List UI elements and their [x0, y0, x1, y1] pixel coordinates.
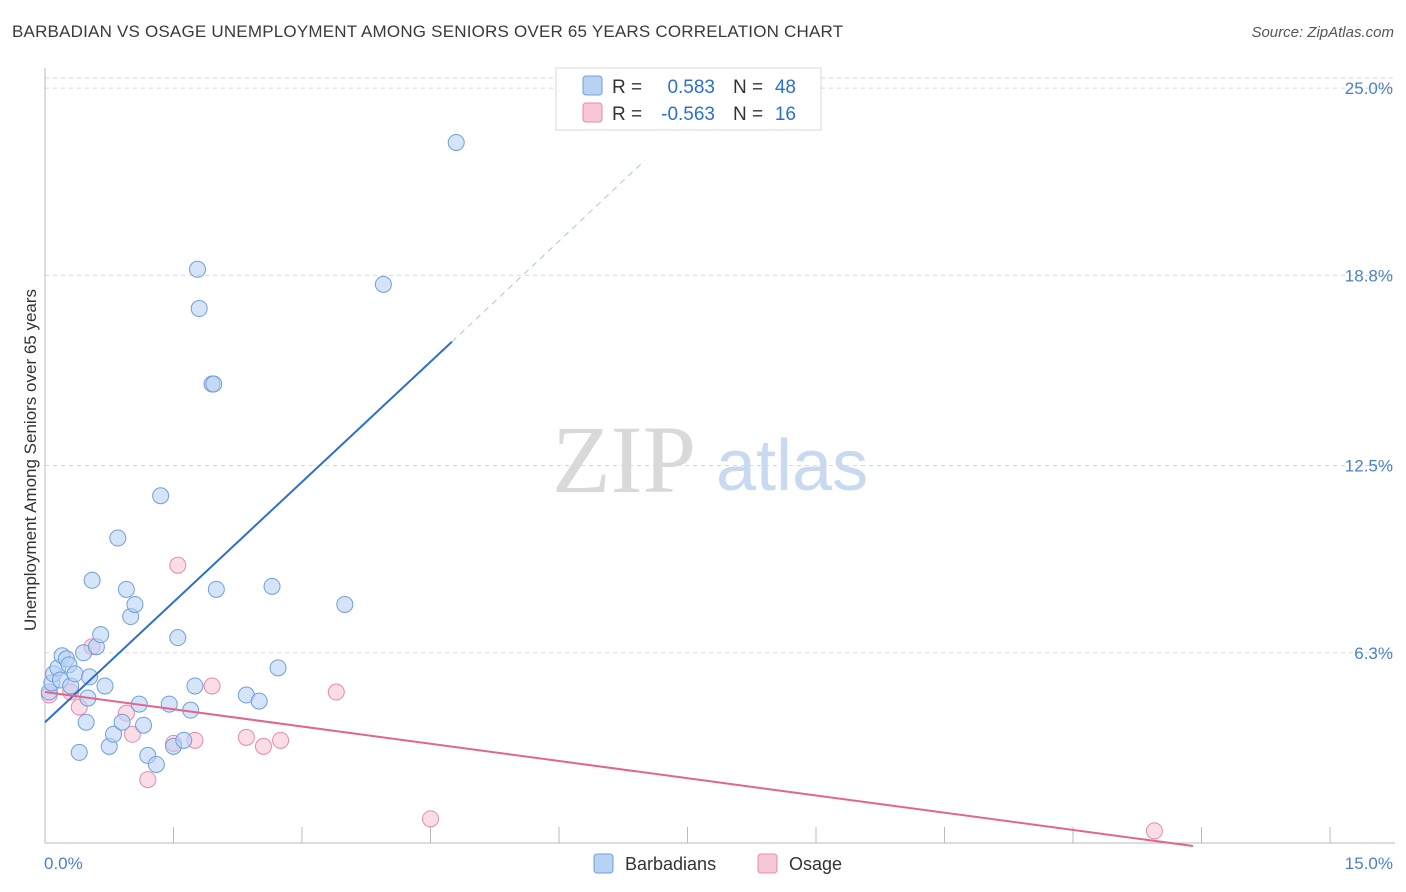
barbadians-point [117, 580, 135, 598]
source-label: Source: ZipAtlas.com [1251, 24, 1394, 41]
barbadians-point [175, 731, 193, 749]
osage-point [254, 737, 272, 755]
barbadians-point [374, 275, 392, 293]
bottom-legend-barbadians: Barbadians [625, 854, 716, 874]
barbadians-point [169, 629, 187, 647]
barbadians-point [269, 659, 287, 677]
y-tick-label: 18.8% [1345, 266, 1393, 285]
barbadians-point [336, 595, 354, 613]
barbadians-trend-line [44, 341, 453, 723]
barbadians-point [105, 725, 123, 743]
osage-trend-line [44, 691, 1194, 848]
legend-swatch-osage [582, 102, 603, 123]
barbadians-point [77, 713, 95, 731]
osage-point [422, 810, 439, 828]
osage-points [40, 556, 1163, 840]
legend-r-label-2: R = [612, 104, 642, 125]
barbadians-point [188, 260, 206, 278]
legend-n-label-1: N = [733, 77, 763, 98]
barbadians-point [92, 626, 110, 644]
barbadians-point [447, 133, 465, 151]
watermark-zip: ZIP [552, 406, 696, 513]
osage-point [139, 771, 157, 789]
legend-n-value-2: 16 [775, 104, 796, 125]
barbadians-point [109, 529, 127, 547]
legend-r-value-2: -0.563 [661, 104, 715, 125]
barbadians-point [190, 300, 208, 318]
x-tick-labels: 0.0% 15.0% [44, 854, 1393, 873]
barbadians-point [96, 677, 114, 695]
grid-lines [45, 77, 1395, 654]
barbadians-trend-extension [451, 160, 646, 343]
y-axis-label: Unemployment Among Seniors over 65 years [21, 289, 40, 631]
barbadians-point [81, 668, 99, 686]
legend-swatch-barbadians [582, 75, 603, 96]
x-tick-label-min: 0.0% [44, 854, 83, 873]
osage-point [272, 731, 290, 749]
barbadians-point [70, 743, 88, 761]
barbadians-point [135, 716, 153, 734]
y-tick-label: 12.5% [1345, 457, 1393, 476]
barbadians-point [250, 692, 268, 710]
barbadians-point [207, 580, 225, 598]
barbadians-point [152, 487, 170, 505]
barbadians-points [40, 133, 465, 773]
barbadians-point [66, 665, 84, 683]
barbadians-point [83, 571, 101, 589]
bottom-legend-swatch-barbadians [593, 853, 614, 874]
barbadians-point [113, 713, 131, 731]
legend: R = 0.583 N = 48 R = -0.563 N = 16 [555, 67, 822, 131]
bottom-legend-swatch-osage [757, 853, 778, 874]
osage-point [203, 677, 221, 695]
y-tick-label: 6.3% [1354, 644, 1393, 663]
osage-point [123, 725, 141, 743]
legend-n-value-1: 48 [775, 77, 796, 98]
barbadians-point [147, 755, 165, 773]
y-tick-labels: 6.3% 12.5% 18.8% 25.0% [1345, 79, 1393, 663]
barbadians-point [205, 375, 223, 393]
legend-r-label-1: R = [612, 77, 642, 98]
osage-point [237, 728, 255, 746]
y-tick-label: 25.0% [1345, 79, 1393, 98]
trend-lines [44, 160, 1194, 848]
osage-point [327, 683, 345, 701]
watermark: ZIP atlas [552, 406, 868, 513]
barbadians-point [263, 577, 281, 595]
legend-n-label-2: N = [733, 104, 763, 125]
legend-r-value-1: 0.583 [667, 77, 715, 98]
bottom-legend-osage: Osage [789, 854, 842, 874]
chart-title: BARBADIAN VS OSAGE UNEMPLOYMENT AMONG SE… [12, 22, 844, 41]
barbadians-point [186, 677, 204, 695]
bottom-legend: Barbadians Osage [593, 853, 842, 874]
osage-point [169, 556, 187, 574]
watermark-atlas: atlas [716, 426, 868, 506]
osage-point [1145, 822, 1163, 840]
barbadians-point [126, 595, 144, 613]
x-tick-label-max: 15.0% [1345, 854, 1393, 873]
